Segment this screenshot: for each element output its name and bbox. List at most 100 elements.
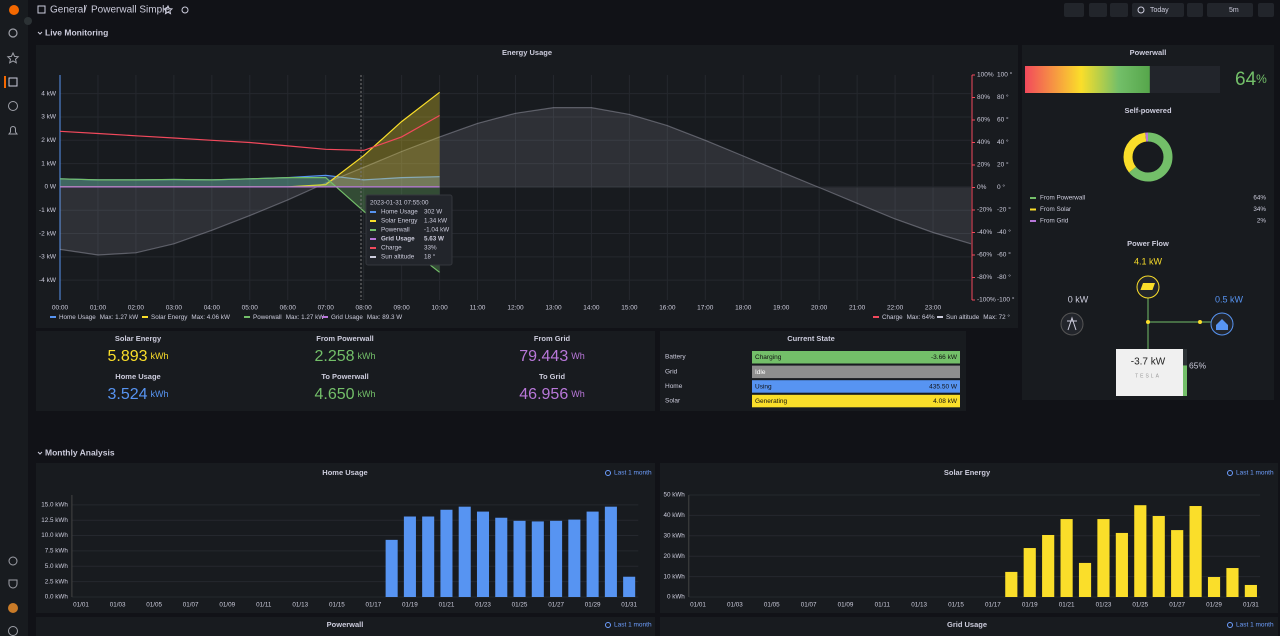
- tooltip-name: Powerwall: [381, 227, 410, 234]
- y-tick-label: 3 kW: [41, 114, 57, 121]
- logo[interactable]: [9, 5, 19, 15]
- solar-power: 4.1 kW: [1134, 256, 1163, 266]
- y3-tick-label: -20 °: [997, 206, 1011, 214]
- admin-icon[interactable]: [8, 579, 18, 589]
- row-chevron[interactable]: [37, 451, 43, 455]
- user-avatar[interactable]: [8, 603, 18, 613]
- y3-tick-label: 80 °: [997, 93, 1009, 101]
- state-text: Using: [755, 383, 772, 390]
- home-usage-panel: [36, 463, 655, 613]
- legend-name: Home Usage: [59, 314, 96, 321]
- legend-max: Max: 1.27 kW: [100, 314, 139, 321]
- time-picker[interactable]: [1132, 3, 1184, 17]
- y2-tick-label: 100%: [977, 72, 994, 79]
- tooltip-name: Grid Usage: [381, 236, 415, 243]
- breadcrumb-separator: /: [84, 5, 87, 16]
- stat-title: From Grid: [534, 334, 571, 343]
- legend-swatch: [50, 316, 56, 318]
- y-tick-label: 10.0 kWh: [41, 532, 68, 539]
- legend-item[interactable]: Home Usage Max: 1.27 kW: [59, 314, 138, 321]
- stat-title: Solar Energy: [115, 334, 162, 343]
- sidebar-toggle[interactable]: [24, 17, 32, 25]
- legend-name[interactable]: From Powerwall: [1040, 195, 1085, 202]
- legend-name[interactable]: From Grid: [1040, 218, 1069, 225]
- bar: [513, 520, 526, 597]
- refresh-picker[interactable]: [1207, 3, 1253, 17]
- state-bar: [752, 351, 960, 364]
- tooltip-value: 1.34 kW: [424, 218, 447, 225]
- y3-tick-label: -80 °: [997, 273, 1011, 281]
- y2-tick-label: -80%: [977, 274, 992, 281]
- battery-power: -3.7 kW: [1131, 357, 1166, 368]
- panel-title: Grid Usage: [947, 620, 987, 629]
- legend-item[interactable]: Grid Usage Max: 89.3 W: [331, 314, 402, 321]
- bar: [1097, 519, 1110, 597]
- bar: [1134, 505, 1147, 597]
- row-chevron[interactable]: [37, 31, 43, 35]
- dashboards-icon[interactable]: [8, 77, 18, 87]
- dashboard-icon: [37, 5, 46, 14]
- state-value: -3.66 kW: [931, 354, 958, 361]
- tooltip-name: Charge: [381, 245, 402, 252]
- panel-title: Current State: [787, 334, 835, 343]
- legend-item[interactable]: Solar Energy Max: 4.06 kW: [151, 314, 230, 321]
- time-range[interactable]: Today: [1150, 7, 1169, 14]
- bar: [1115, 532, 1128, 597]
- stat-value: 2.258 kWh: [314, 348, 375, 365]
- y3-tick-label: -40 °: [997, 228, 1011, 236]
- config-icon[interactable]: [8, 556, 18, 566]
- grid-power: 0 kW: [1068, 294, 1089, 304]
- state-label: Solar: [665, 398, 681, 405]
- search-icon[interactable]: [8, 28, 18, 38]
- time-link[interactable]: Last 1 month: [1236, 622, 1274, 629]
- legend-max: Max: 89.3 W: [367, 314, 402, 321]
- tooltip-value: 5.63 W: [424, 236, 444, 243]
- stat-unit: kWh: [358, 389, 376, 399]
- tooltip-name: Solar Energy: [381, 218, 418, 225]
- y-tick-label: 15.0 kWh: [41, 502, 68, 509]
- x-tick-label: 02:00: [128, 305, 145, 312]
- link-icon: [605, 622, 611, 628]
- legend-swatch: [322, 316, 328, 318]
- tooltip-value: 33%: [424, 245, 437, 252]
- x-tick-label: 01/01: [73, 602, 89, 609]
- x-tick-label: 10:00: [431, 305, 448, 312]
- time-link[interactable]: Last 1 month: [614, 622, 652, 629]
- bar: [476, 511, 490, 597]
- row-title[interactable]: Monthly Analysis: [45, 447, 115, 457]
- bar: [1171, 530, 1184, 597]
- bar: [1226, 568, 1239, 597]
- legend-name[interactable]: From Solar: [1040, 206, 1071, 213]
- settings-button[interactable]: [1110, 3, 1128, 17]
- bar: [1244, 584, 1257, 597]
- time-link[interactable]: Last 1 month: [1236, 470, 1274, 477]
- series-line: [59, 107, 972, 256]
- bar: [1023, 548, 1036, 597]
- time-link[interactable]: Last 1 month: [614, 470, 652, 477]
- legend-value: 34%: [1253, 206, 1266, 213]
- legend-item[interactable]: Powerwall Max: 1.27 kW: [253, 314, 324, 321]
- starred-icon[interactable]: [6, 51, 20, 64]
- legend-item[interactable]: Charge Max: 64%: [882, 314, 935, 321]
- tv-mode-button[interactable]: [1258, 3, 1274, 17]
- share-button[interactable]: [181, 6, 189, 14]
- breadcrumb-dashboard[interactable]: Powerwall Simple: [91, 5, 170, 16]
- refresh-interval[interactable]: 5m: [1229, 7, 1239, 14]
- alerting-icon[interactable]: [8, 126, 18, 135]
- series-area: [60, 92, 440, 187]
- stat-unit: Wh: [571, 351, 585, 361]
- series-area: [60, 107, 971, 255]
- bar: [458, 506, 471, 597]
- legend-item[interactable]: Sun altitude Max: 72 °: [946, 313, 1010, 321]
- star-button[interactable]: [162, 4, 174, 15]
- legend-swatch: [142, 316, 148, 318]
- bar: [1060, 519, 1073, 597]
- y-tick-label: 0.0 kWh: [45, 594, 69, 601]
- explore-icon[interactable]: [8, 101, 18, 111]
- donut-segment: [1123, 132, 1173, 182]
- breadcrumb-folder[interactable]: General: [50, 5, 86, 16]
- save-button[interactable]: [1089, 3, 1107, 17]
- add-panel-button[interactable]: [1064, 3, 1084, 17]
- zoom-out-button[interactable]: [1187, 3, 1203, 17]
- row-title[interactable]: Live Monitoring: [45, 27, 108, 37]
